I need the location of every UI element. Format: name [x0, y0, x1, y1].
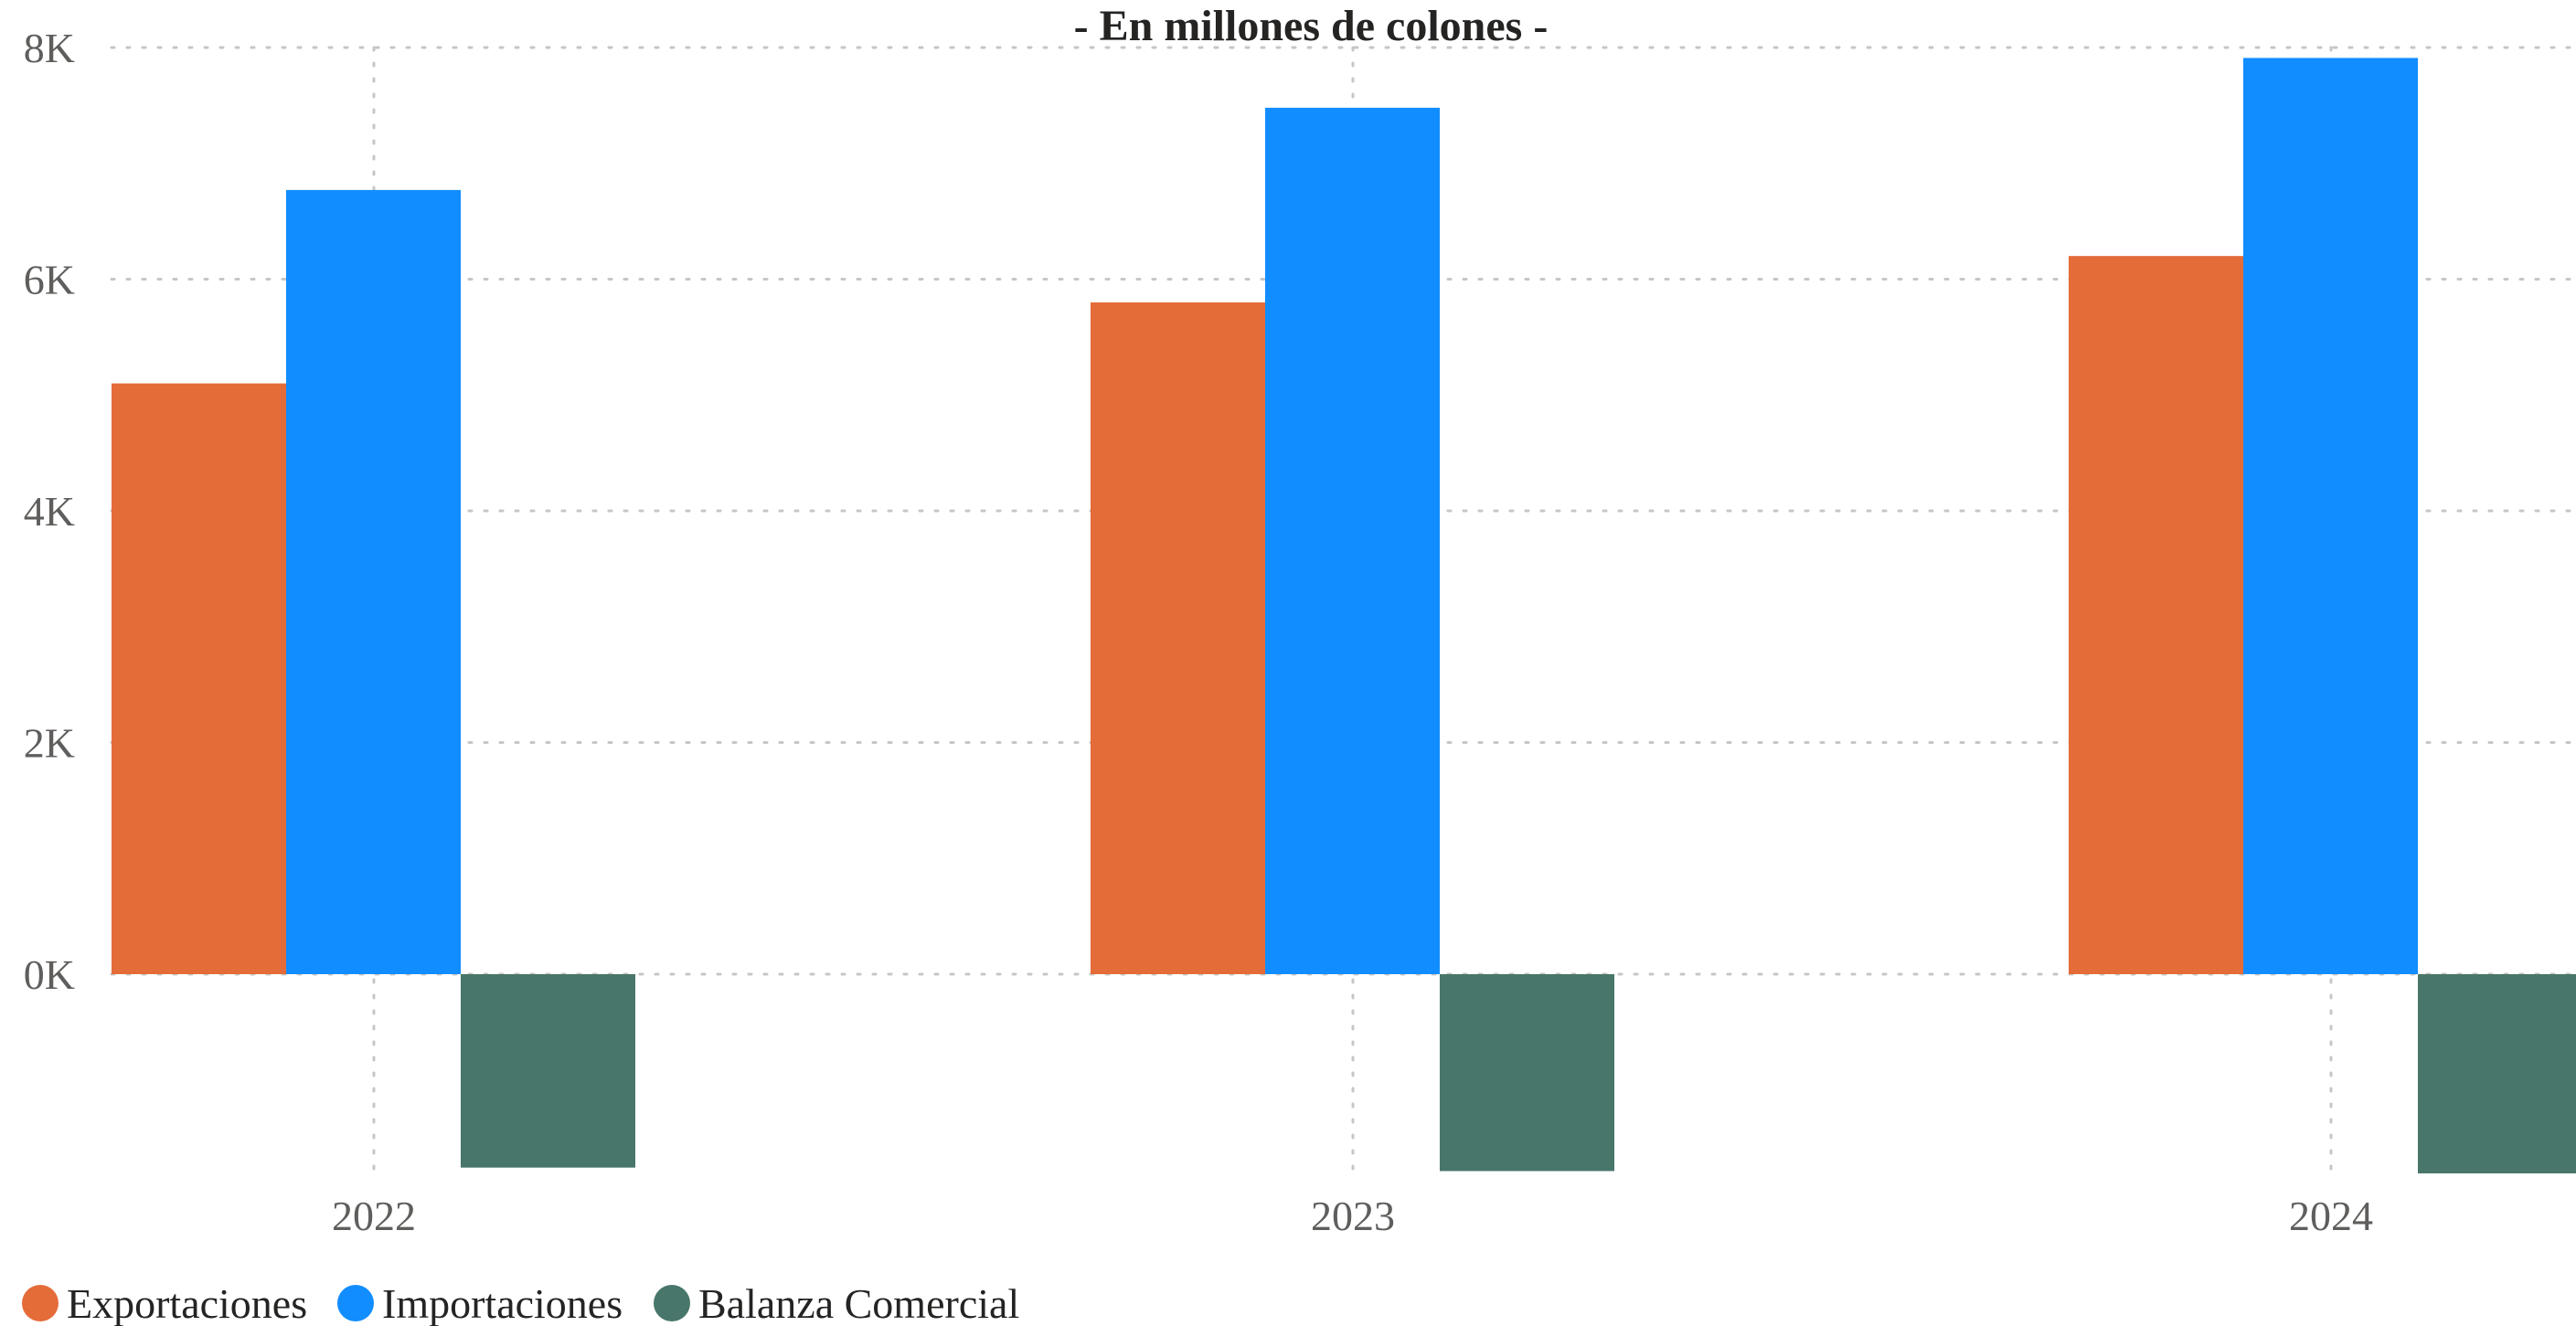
y-tick-label: 4K: [24, 488, 75, 535]
y-tick-label: 8K: [24, 25, 75, 71]
legend-marker: [22, 1285, 59, 1321]
bar-balanza-comercial-2023[interactable]: [1440, 974, 1614, 1172]
bar-importaciones-2022[interactable]: [286, 189, 461, 975]
legend-marker: [654, 1285, 690, 1321]
y-tick-label: 0K: [24, 951, 75, 998]
legend-label: Importaciones: [382, 1280, 623, 1326]
legend-marker: [337, 1285, 374, 1321]
x-tick-label: 2024: [2289, 1193, 2373, 1239]
legend: Exportaciones Importaciones Balanza Comerc…: [22, 1280, 1019, 1326]
bar-exportaciones-2024[interactable]: [2069, 256, 2243, 974]
bar-exportaciones-2023[interactable]: [1091, 302, 1265, 975]
bars: [112, 58, 2576, 1174]
legend-label: Exportaciones: [67, 1280, 307, 1326]
axes: 8K 6K 4K 2K 0K 2022 2023 2024: [24, 25, 2373, 1239]
bar-importaciones-2023[interactable]: [1265, 107, 1440, 974]
y-tick-label: 2K: [24, 720, 75, 767]
chart-title: - En millones de colones -: [1074, 2, 1549, 50]
legend-label: Balanza Comercial: [698, 1280, 1019, 1326]
bar-balanza-comercial-2024[interactable]: [2418, 974, 2576, 1174]
x-tick-label: 2022: [332, 1193, 416, 1239]
bar-exportaciones-2022[interactable]: [112, 383, 286, 974]
bar-importaciones-2024[interactable]: [2243, 58, 2418, 975]
x-tick-label: 2023: [1311, 1193, 1395, 1239]
y-tick-label: 6K: [24, 257, 75, 303]
bar-balanza-comercial-2022[interactable]: [461, 974, 635, 1168]
